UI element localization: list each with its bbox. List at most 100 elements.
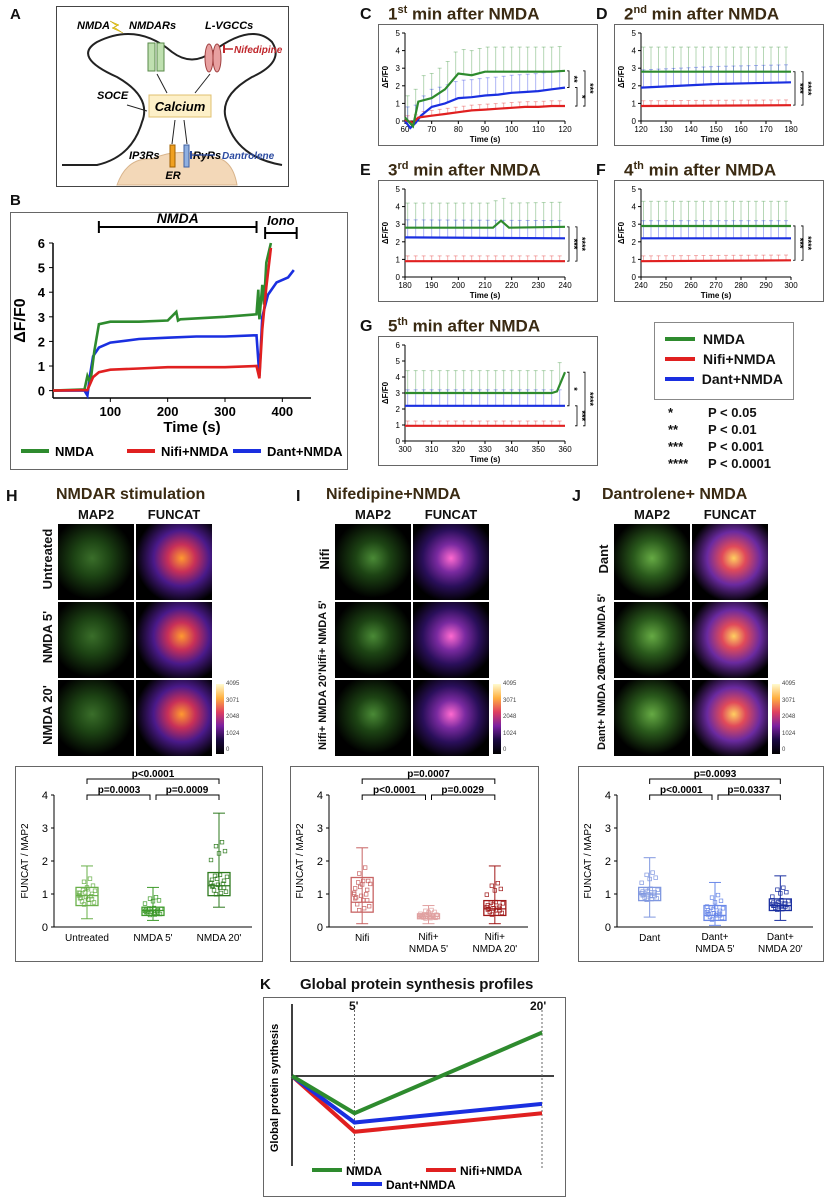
data-point — [650, 870, 655, 875]
data-point — [783, 904, 788, 909]
data-point — [717, 913, 723, 918]
data-point — [220, 881, 226, 886]
data-point — [489, 883, 494, 888]
pvalue-bracket — [361, 794, 426, 800]
data-point — [224, 874, 230, 879]
x-tick-label: 240 — [634, 281, 648, 290]
data-point — [142, 901, 148, 906]
sig-bracket — [567, 70, 570, 88]
colorbar-tick-label: 0 — [226, 747, 230, 753]
data-point — [713, 904, 719, 910]
sig-stars: **** — [803, 81, 813, 96]
pvalue-bracket — [155, 794, 220, 800]
series-nmda — [405, 371, 567, 395]
data-point — [774, 898, 779, 903]
y-tick-label: 4 — [396, 47, 401, 56]
y-tick-label: 0 — [632, 117, 637, 126]
data-point — [359, 893, 364, 898]
legend-label: NMDA — [703, 331, 745, 347]
x-tick-label: NMDA 20' — [197, 933, 242, 944]
colorbar-tick-label: 2048 — [782, 714, 796, 720]
colorbar-tick-label: 2048 — [503, 714, 517, 720]
data-point — [209, 877, 215, 882]
y-tick-label: 5 — [396, 185, 401, 194]
x-tick-label: 230 — [532, 281, 546, 290]
data-point — [364, 892, 369, 897]
x-tick-label: NMDA 20' — [472, 944, 517, 955]
panel-a-box: Calcium NMDA NMDARs L-VGCCs Nifedipine S… — [56, 6, 289, 187]
data-point — [500, 901, 505, 906]
sig-bracket — [583, 70, 586, 107]
data-point — [651, 891, 656, 896]
cg-legend: NMDA Nifi+NMDA Dant+NMDA — [654, 322, 794, 400]
calcium-box — [148, 94, 212, 118]
data-point — [488, 900, 493, 905]
panel-b-chart: 0 1 2 3 4 5 6 100 200 300 400 Time (s) ΔF/F0 NMDA Iono… — [12, 210, 343, 459]
iono-bar-label: Iono — [267, 213, 294, 228]
data-point — [150, 899, 156, 904]
data-point — [484, 905, 489, 910]
x-axis-label: Time (s) — [470, 455, 501, 464]
x-tick-label: 80 — [454, 125, 463, 134]
map2-column-label: MAP2 — [354, 507, 392, 522]
data-point — [361, 878, 366, 884]
panel-i-title: Nifedipine+NMDA — [326, 486, 461, 503]
row-label: Dant+ NMDA 20' — [596, 665, 608, 750]
panel-c-letter: C — [360, 6, 372, 23]
panel-g-title: 5th min after NMDA — [388, 316, 540, 337]
series-dant-nmda — [290, 1074, 543, 1125]
y-tick-label: 3 — [396, 389, 401, 398]
map2-image — [614, 524, 690, 600]
data-point — [361, 898, 366, 903]
funcat-image — [413, 524, 489, 600]
y-axis-label: ΔF/F0 — [381, 65, 390, 88]
x-tick-label: NMDA 20' — [758, 944, 803, 955]
data-point — [87, 876, 93, 881]
pvalue-label: p<0.0001 — [132, 769, 175, 780]
data-point — [147, 896, 153, 901]
data-point — [709, 895, 715, 900]
row-label: Nifi+ NMDA 5' — [317, 600, 329, 672]
x-tick-label: 200 — [452, 281, 466, 290]
data-point — [649, 896, 654, 902]
x-tick-label: Nifi+ — [485, 932, 505, 943]
y-tick-label: 4 — [42, 790, 48, 802]
map2-column-label: MAP2 — [77, 507, 115, 522]
data-point — [429, 907, 434, 913]
intensity-colorbar — [216, 684, 224, 754]
data-point — [353, 886, 358, 891]
pvalue-row: ** P < 0.01 — [668, 421, 818, 438]
pvalue-label: p=0.0003 — [98, 785, 141, 796]
cg-legend-nmda: NMDA — [665, 331, 783, 347]
funcat-image — [136, 524, 212, 600]
data-point — [431, 914, 436, 920]
data-point — [775, 887, 780, 892]
x-tick-label: Dant+ — [702, 932, 729, 943]
y-tick-label: 0 — [42, 922, 48, 934]
x-tick-label: 190 — [425, 281, 439, 290]
colorbar-tick-label: 4095 — [503, 681, 517, 687]
colorbar-tick-label: 4095 — [782, 681, 796, 687]
y-tick-label: 1 — [396, 421, 401, 430]
y-tick-label: 5 — [38, 261, 45, 276]
map2-image — [335, 602, 411, 678]
panel-f-chart: 0 1 2 3 4 5 240 250 260 270 280 290 300 Time (s) ΔF/F0… — [617, 185, 813, 300]
y-tick-label: 3 — [632, 64, 637, 73]
legend-swatch — [665, 337, 695, 341]
data-point — [153, 895, 159, 900]
data-point — [495, 881, 500, 886]
data-point — [223, 889, 229, 894]
data-point — [715, 892, 721, 898]
data-point — [771, 903, 776, 909]
x-tick-label: 120 — [634, 125, 648, 134]
map2-image — [58, 602, 134, 678]
sig-bracket — [567, 371, 570, 407]
title-text: min after NMDA — [643, 160, 777, 180]
y-tick-label: 5 — [396, 357, 401, 366]
panel-e-letter: E — [360, 162, 371, 179]
data-point — [146, 906, 152, 911]
y-tick-label: 4 — [605, 790, 611, 802]
sig-bracket — [575, 226, 578, 262]
series-dant-nmda — [404, 236, 566, 240]
pvalue-label: p<0.0001 — [660, 785, 703, 796]
